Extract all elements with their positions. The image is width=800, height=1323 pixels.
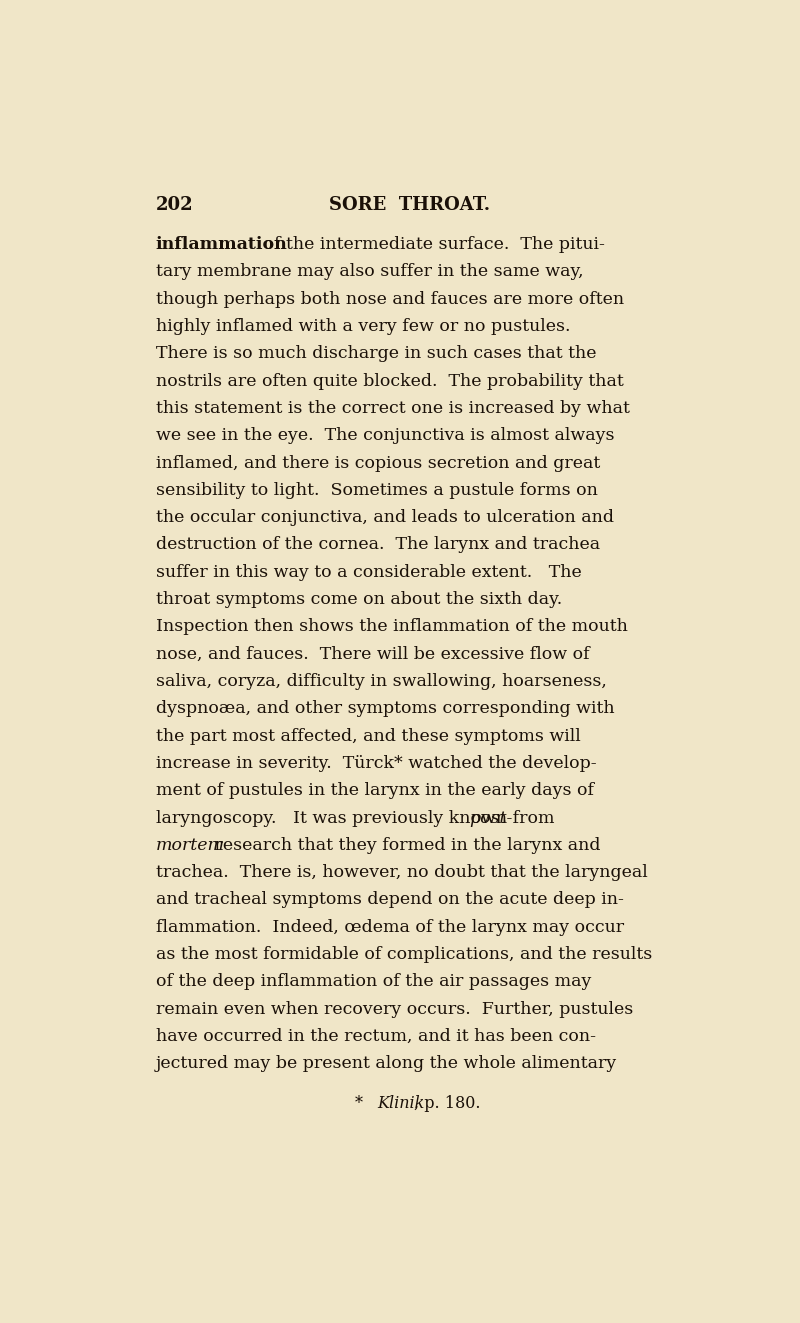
Text: tary membrane may also suffer in the same way,: tary membrane may also suffer in the sam… — [156, 263, 583, 280]
Text: jectured may be present along the whole alimentary: jectured may be present along the whole … — [156, 1056, 617, 1072]
Text: and tracheal symptoms depend on the acute deep in-: and tracheal symptoms depend on the acut… — [156, 892, 624, 909]
Text: mortem: mortem — [156, 837, 225, 853]
Text: throat symptoms come on about the sixth day.: throat symptoms come on about the sixth … — [156, 591, 562, 609]
Text: inflammation: inflammation — [156, 237, 287, 253]
Text: nose, and fauces.  There will be excessive flow of: nose, and fauces. There will be excessiv… — [156, 646, 590, 663]
Text: sensibility to light.  Sometimes a pustule forms on: sensibility to light. Sometimes a pustul… — [156, 482, 598, 499]
Text: ment of pustules in the larynx in the early days of: ment of pustules in the larynx in the ea… — [156, 782, 594, 799]
Text: *: * — [354, 1094, 384, 1111]
Text: dyspnoæa, and other symptoms corresponding with: dyspnoæa, and other symptoms correspondi… — [156, 700, 614, 717]
Text: the part most affected, and these symptoms will: the part most affected, and these sympto… — [156, 728, 581, 745]
Text: There is so much discharge in such cases that the: There is so much discharge in such cases… — [156, 345, 596, 363]
Text: the occular conjunctiva, and leads to ulceration and: the occular conjunctiva, and leads to ul… — [156, 509, 614, 527]
Text: trachea.  There is, however, no doubt that the laryngeal: trachea. There is, however, no doubt tha… — [156, 864, 647, 881]
Text: this statement is the correct one is increased by what: this statement is the correct one is inc… — [156, 400, 630, 417]
Text: 202: 202 — [156, 196, 194, 214]
Text: post-: post- — [469, 810, 512, 827]
Text: laryngoscopy.   It was previously known from: laryngoscopy. It was previously known fr… — [156, 810, 560, 827]
Text: flammation.  Indeed, œdema of the larynx may occur: flammation. Indeed, œdema of the larynx … — [156, 918, 624, 935]
Text: inflamed, and there is copious secretion and great: inflamed, and there is copious secretion… — [156, 455, 600, 471]
Text: nostrils are often quite blocked.  The probability that: nostrils are often quite blocked. The pr… — [156, 373, 623, 390]
Text: SORE  THROAT.: SORE THROAT. — [330, 196, 490, 214]
Text: Klinik: Klinik — [377, 1094, 425, 1111]
Text: though perhaps both nose and fauces are more often: though perhaps both nose and fauces are … — [156, 291, 624, 308]
Text: remain even when recovery occurs.  Further, pustules: remain even when recovery occurs. Furthe… — [156, 1000, 633, 1017]
Text: destruction of the cornea.  The larynx and trachea: destruction of the cornea. The larynx an… — [156, 537, 600, 553]
Text: as the most formidable of complications, and the results: as the most formidable of complications,… — [156, 946, 652, 963]
Text: we see in the eye.  The conjunctiva is almost always: we see in the eye. The conjunctiva is al… — [156, 427, 614, 445]
Text: highly inflamed with a very few or no pustules.: highly inflamed with a very few or no pu… — [156, 318, 570, 335]
Text: saliva, coryza, difficulty in swallowing, hoarseness,: saliva, coryza, difficulty in swallowing… — [156, 673, 606, 691]
Text: suffer in this way to a considerable extent.   The: suffer in this way to a considerable ext… — [156, 564, 582, 581]
Text: of the intermediate surface.  The pitui-: of the intermediate surface. The pitui- — [258, 237, 605, 253]
Text: , p. 180.: , p. 180. — [414, 1094, 480, 1111]
Text: increase in severity.  Türck* watched the develop-: increase in severity. Türck* watched the… — [156, 755, 597, 771]
Text: research that they formed in the larynx and: research that they formed in the larynx … — [210, 837, 601, 853]
Text: Inspection then shows the inflammation of the mouth: Inspection then shows the inflammation o… — [156, 618, 628, 635]
Text: have occurred in the rectum, and it has been con-: have occurred in the rectum, and it has … — [156, 1028, 596, 1045]
Text: of the deep inflammation of the air passages may: of the deep inflammation of the air pass… — [156, 974, 591, 991]
